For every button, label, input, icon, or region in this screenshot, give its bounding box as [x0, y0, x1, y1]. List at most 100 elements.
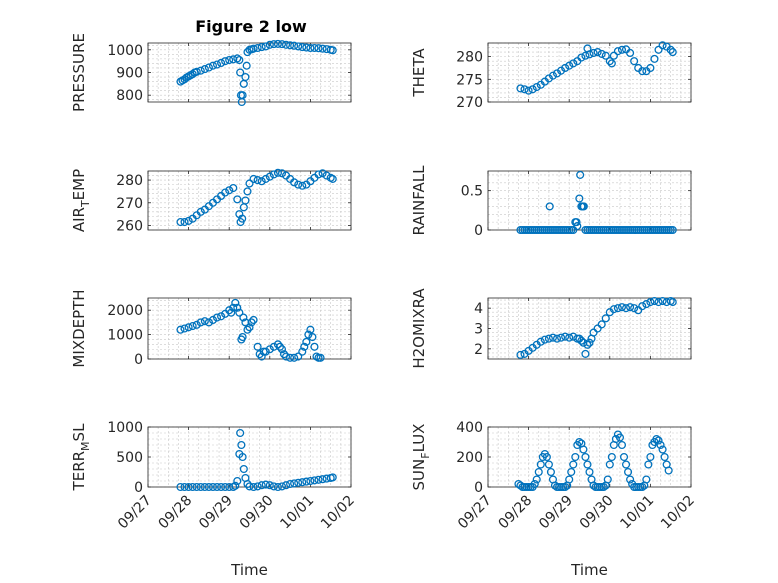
subplot-7: 0 500 1000 TERRMSL 09/27 09/28 09/29 09/30 10/01… [70, 420, 358, 579]
data-point [579, 445, 588, 454]
data-point [318, 475, 327, 484]
data-point [298, 347, 307, 356]
data-point [536, 337, 545, 346]
data-point [654, 298, 663, 307]
data-point [298, 181, 307, 190]
data-point [290, 178, 299, 187]
data-point [273, 482, 282, 492]
x-tick-label: 09/27 [115, 493, 155, 533]
data-point [217, 312, 226, 321]
data-point [286, 479, 295, 489]
data-point [235, 308, 244, 317]
data-point [662, 298, 671, 307]
data-point [310, 476, 319, 485]
data-point [540, 335, 549, 344]
data-point [601, 51, 610, 60]
data-point [314, 475, 323, 484]
data-point [239, 79, 248, 88]
data-point [217, 482, 226, 492]
y-tick-label: 4 [474, 301, 483, 317]
data-point [569, 59, 578, 68]
data-point [328, 473, 337, 482]
data-point [599, 482, 608, 492]
data-point [231, 481, 240, 490]
data-point [225, 55, 234, 65]
axes-frame [487, 42, 692, 103]
data-point [573, 222, 582, 231]
data-point [626, 48, 635, 58]
y-tick-label: 0 [474, 480, 483, 496]
data-point [548, 71, 558, 80]
data-point [613, 304, 622, 313]
data-point [583, 460, 592, 469]
data-point [192, 482, 201, 492]
axes-frame [147, 297, 352, 360]
data-point [241, 318, 250, 327]
data-point [654, 436, 663, 445]
x-tick-label: 10/01 [617, 493, 657, 533]
data-point [277, 40, 287, 49]
data-point [585, 467, 594, 477]
data-point [188, 70, 197, 79]
data-point [603, 475, 612, 484]
data-point [249, 315, 258, 325]
data-point [294, 352, 303, 361]
data-point [306, 476, 315, 486]
axes-frame [487, 170, 692, 231]
data-point [184, 482, 193, 492]
data-point [552, 334, 562, 343]
data-point [571, 452, 580, 462]
data-point [261, 174, 270, 183]
subplot-8: 0 200 400 SUNFLUX 09/27 09/28 09/29 09/30 10/01 1… [410, 420, 698, 579]
y-tick-label: 200 [456, 450, 483, 466]
data-point [593, 48, 602, 57]
data-point [261, 42, 270, 51]
data-point [212, 313, 222, 322]
x-axis-label: Time [570, 561, 608, 579]
data-point [273, 39, 282, 48]
subplot-5: 0 1000 2000 MIXDEPTH [70, 289, 352, 368]
data-point [609, 305, 618, 314]
data-point [532, 475, 541, 484]
y-axis-label: THETA [410, 48, 428, 98]
data-point [576, 170, 585, 179]
data-point [302, 43, 311, 52]
data-point [579, 338, 588, 347]
y-tick-label: 400 [456, 420, 483, 436]
data-point [646, 63, 655, 73]
data-point [231, 298, 240, 307]
data-point [281, 481, 291, 490]
data-point [545, 202, 554, 211]
data-point [236, 428, 245, 438]
data-point [269, 482, 278, 491]
data-point [310, 342, 319, 351]
data-point [196, 318, 205, 327]
data-point [328, 174, 337, 183]
data-point [298, 43, 307, 52]
subplot-3: 260 270 280 AIRTEMP [70, 168, 352, 234]
data-point [208, 482, 218, 492]
y-tick-label: 270 [456, 95, 483, 111]
data-point [294, 42, 303, 51]
data-point [624, 467, 633, 477]
data-point [520, 85, 529, 94]
data-point [575, 194, 584, 203]
data-point [644, 460, 653, 469]
data-point [290, 479, 299, 488]
x-tick-label: 10/02 [318, 493, 358, 533]
data-point [583, 340, 592, 349]
data-point [546, 467, 555, 477]
data-point [561, 482, 570, 492]
data-point [176, 325, 185, 334]
y-tick-label: 900 [116, 66, 143, 82]
data-point [265, 40, 274, 49]
data-point [208, 315, 218, 325]
x-tick-label: 09/29 [536, 493, 576, 533]
data-point [668, 48, 677, 57]
data-point [658, 41, 667, 50]
data-point [310, 43, 319, 53]
data-point [528, 85, 537, 94]
data-point [261, 480, 270, 489]
data-point [642, 300, 651, 309]
data-point [652, 434, 661, 444]
